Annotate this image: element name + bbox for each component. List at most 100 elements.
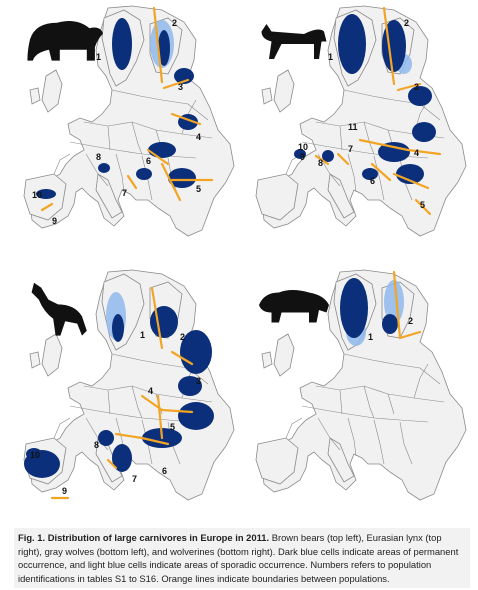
ireland-outline	[29, 87, 41, 105]
europe-landmass	[29, 269, 235, 501]
population-boundary-line	[370, 162, 392, 182]
ireland-outline	[29, 351, 41, 369]
country-border	[111, 353, 189, 369]
population-label: 2	[404, 18, 409, 28]
population-boundary-line	[150, 286, 164, 350]
britain-outline	[273, 333, 295, 377]
country-border	[69, 141, 197, 159]
country-border	[419, 367, 441, 385]
population-label: 1	[328, 52, 333, 62]
population-label: 3	[178, 82, 183, 92]
country-border	[399, 421, 413, 465]
population-label: 2	[180, 332, 185, 342]
population-label: 8	[96, 152, 101, 162]
permanent-occurrence-area	[148, 142, 176, 158]
country-border	[85, 153, 109, 187]
map-eurasian-lynx: 1 2 3 4 5 6 7 8 910 11	[255, 5, 467, 237]
population-boundary-line	[156, 394, 164, 440]
britain-outline	[41, 333, 63, 377]
permanent-occurrence-area	[150, 306, 178, 338]
country-border	[141, 155, 153, 201]
population-boundary-line	[126, 174, 138, 190]
population-label: 6	[146, 156, 151, 166]
population-label: 5	[170, 422, 175, 432]
figure-caption: Fig. 1. Distribution of large carnivores…	[14, 528, 470, 589]
map-gray-wolf: 1 2 3 4 5 6 7 8 9 10	[23, 269, 235, 501]
ireland-outline	[261, 87, 273, 105]
permanent-occurrence-area	[408, 86, 432, 106]
population-boundary-line	[396, 82, 422, 92]
iberia-outline	[255, 437, 299, 485]
country-border	[83, 385, 213, 403]
map-brown-bear: 1 2 3 4 5 6 7 8 9 10	[23, 5, 235, 237]
panel-gray-wolf: 1 2 3 4 5 6 7 8 9 10	[12, 268, 238, 524]
population-label: 2	[172, 18, 177, 28]
population-label: 6	[162, 466, 167, 476]
europe-landmass	[261, 269, 467, 501]
wolf-silhouette-icon	[31, 282, 87, 336]
permanent-occurrence-area	[36, 189, 56, 199]
permanent-occurrence-area	[396, 164, 424, 184]
permanent-occurrence-area	[378, 142, 410, 162]
permanent-occurrence-area	[158, 30, 170, 66]
country-border	[53, 153, 71, 175]
population-label: 4	[148, 386, 153, 396]
country-border	[339, 389, 343, 415]
country-border	[301, 405, 429, 423]
population-boundary-line	[170, 112, 202, 126]
permanent-occurrence-area	[340, 278, 368, 338]
lynx-silhouette-icon	[261, 24, 327, 59]
permanent-occurrence-area	[382, 314, 398, 334]
population-label: 3	[414, 82, 419, 92]
population-boundary-line	[140, 436, 170, 446]
caption-body: Brown bears (top left), Eurasian lynx (t…	[18, 532, 459, 584]
population-boundary-line	[392, 270, 402, 340]
permanent-occurrence-area	[338, 14, 366, 74]
population-label: 11	[348, 122, 358, 132]
wolverine-silhouette-icon	[259, 290, 329, 323]
country-border	[315, 385, 445, 403]
country-border	[373, 155, 385, 201]
population-boundary-line	[392, 172, 430, 190]
country-border	[343, 353, 421, 369]
italy-outline	[327, 437, 355, 483]
country-border	[107, 125, 111, 151]
country-border	[387, 393, 395, 415]
country-border	[347, 417, 357, 457]
permanent-occurrence-area	[112, 18, 132, 70]
population-boundary-line	[114, 432, 144, 440]
country-border	[363, 121, 375, 155]
population-boundary-line	[160, 162, 182, 202]
population-boundary-line	[414, 198, 432, 216]
permanent-occurrence-area	[412, 122, 436, 142]
population-boundary-line	[314, 154, 330, 166]
population-boundary-line	[160, 408, 194, 414]
country-border	[339, 125, 343, 151]
map-wolverine: 12	[255, 269, 467, 501]
country-border	[69, 405, 197, 423]
population-boundary-line	[146, 148, 170, 166]
country-border	[131, 121, 143, 155]
britain-outline	[41, 69, 63, 113]
country-border	[53, 417, 71, 439]
permanent-occurrence-area	[322, 150, 334, 162]
population-label: 7	[348, 144, 353, 154]
permanent-occurrence-area	[178, 376, 202, 396]
population-label: 10	[298, 142, 308, 152]
population-boundary-line	[358, 138, 410, 152]
country-border	[373, 419, 385, 465]
permanent-occurrence-area	[98, 430, 114, 446]
population-boundary-line	[382, 6, 396, 86]
italy-outline	[95, 173, 123, 219]
population-label: 10	[30, 450, 40, 460]
sporadic-occurrence-area	[384, 280, 404, 324]
country-border	[419, 103, 441, 121]
country-border	[413, 363, 429, 399]
italy-outline	[327, 173, 355, 219]
population-label: 8	[318, 158, 323, 168]
population-label: 1	[96, 52, 101, 62]
country-border	[115, 153, 125, 193]
permanent-occurrence-area	[178, 402, 214, 430]
permanent-occurrence-area	[180, 330, 212, 374]
